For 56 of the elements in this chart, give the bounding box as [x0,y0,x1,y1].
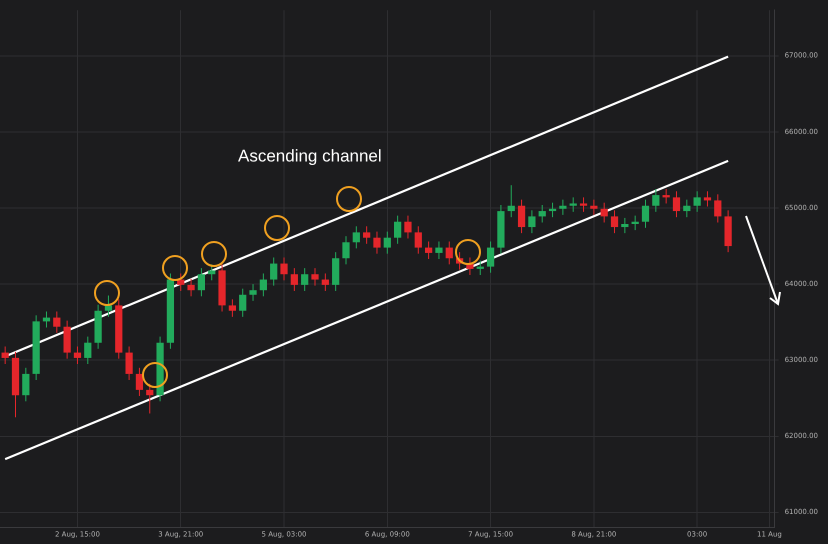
candlestick [177,272,184,292]
candlestick [42,311,50,328]
candlestick [446,241,453,265]
candlestick [198,268,206,297]
candlestick [301,268,308,292]
candlestick [508,184,515,218]
candlestick [84,336,92,365]
candlestick [74,346,82,365]
candlestick [621,217,628,234]
candlestick [342,236,350,265]
candlestick [518,199,526,234]
candlestick [363,226,370,244]
candlestick [136,367,144,396]
candlestick [208,264,216,281]
annotation: Ascending channel [238,146,382,166]
candlestick [590,199,598,216]
candlestick [538,204,546,223]
candlestick [280,256,288,281]
candlestick [2,346,9,365]
candlestick [570,196,577,212]
candlestick [270,256,278,286]
candlestick [239,288,246,318]
candlestick [373,231,381,254]
candlestick [414,226,422,254]
candlestick [652,188,660,212]
candlestick [290,268,298,292]
candlestick [384,231,391,254]
candlestick [394,215,402,244]
candlestick [249,284,257,302]
candlestick [311,268,319,286]
candlestick [632,215,639,231]
candlestick [642,199,650,228]
candlestick [694,190,701,212]
candlestick [662,188,670,204]
candlestick [435,241,443,260]
candlestick [559,199,566,216]
candlestick [704,190,712,208]
candlestick [404,215,412,239]
candlestick [146,383,154,414]
candlestick [683,199,690,218]
candlestick [486,241,494,274]
candlestick [476,260,484,276]
candlestick [53,311,60,334]
candlestick [352,226,360,249]
candlestick [260,272,267,297]
candlestick [228,298,236,318]
candlestick [22,367,30,402]
candlestick [672,190,680,218]
candlestick [424,241,432,260]
candlestick [322,272,329,292]
candlestick [600,202,608,223]
candlestick [125,346,133,380]
candlestick [714,194,722,223]
candlestick [610,210,618,234]
candlestick [528,210,536,234]
candlestick [187,278,195,297]
